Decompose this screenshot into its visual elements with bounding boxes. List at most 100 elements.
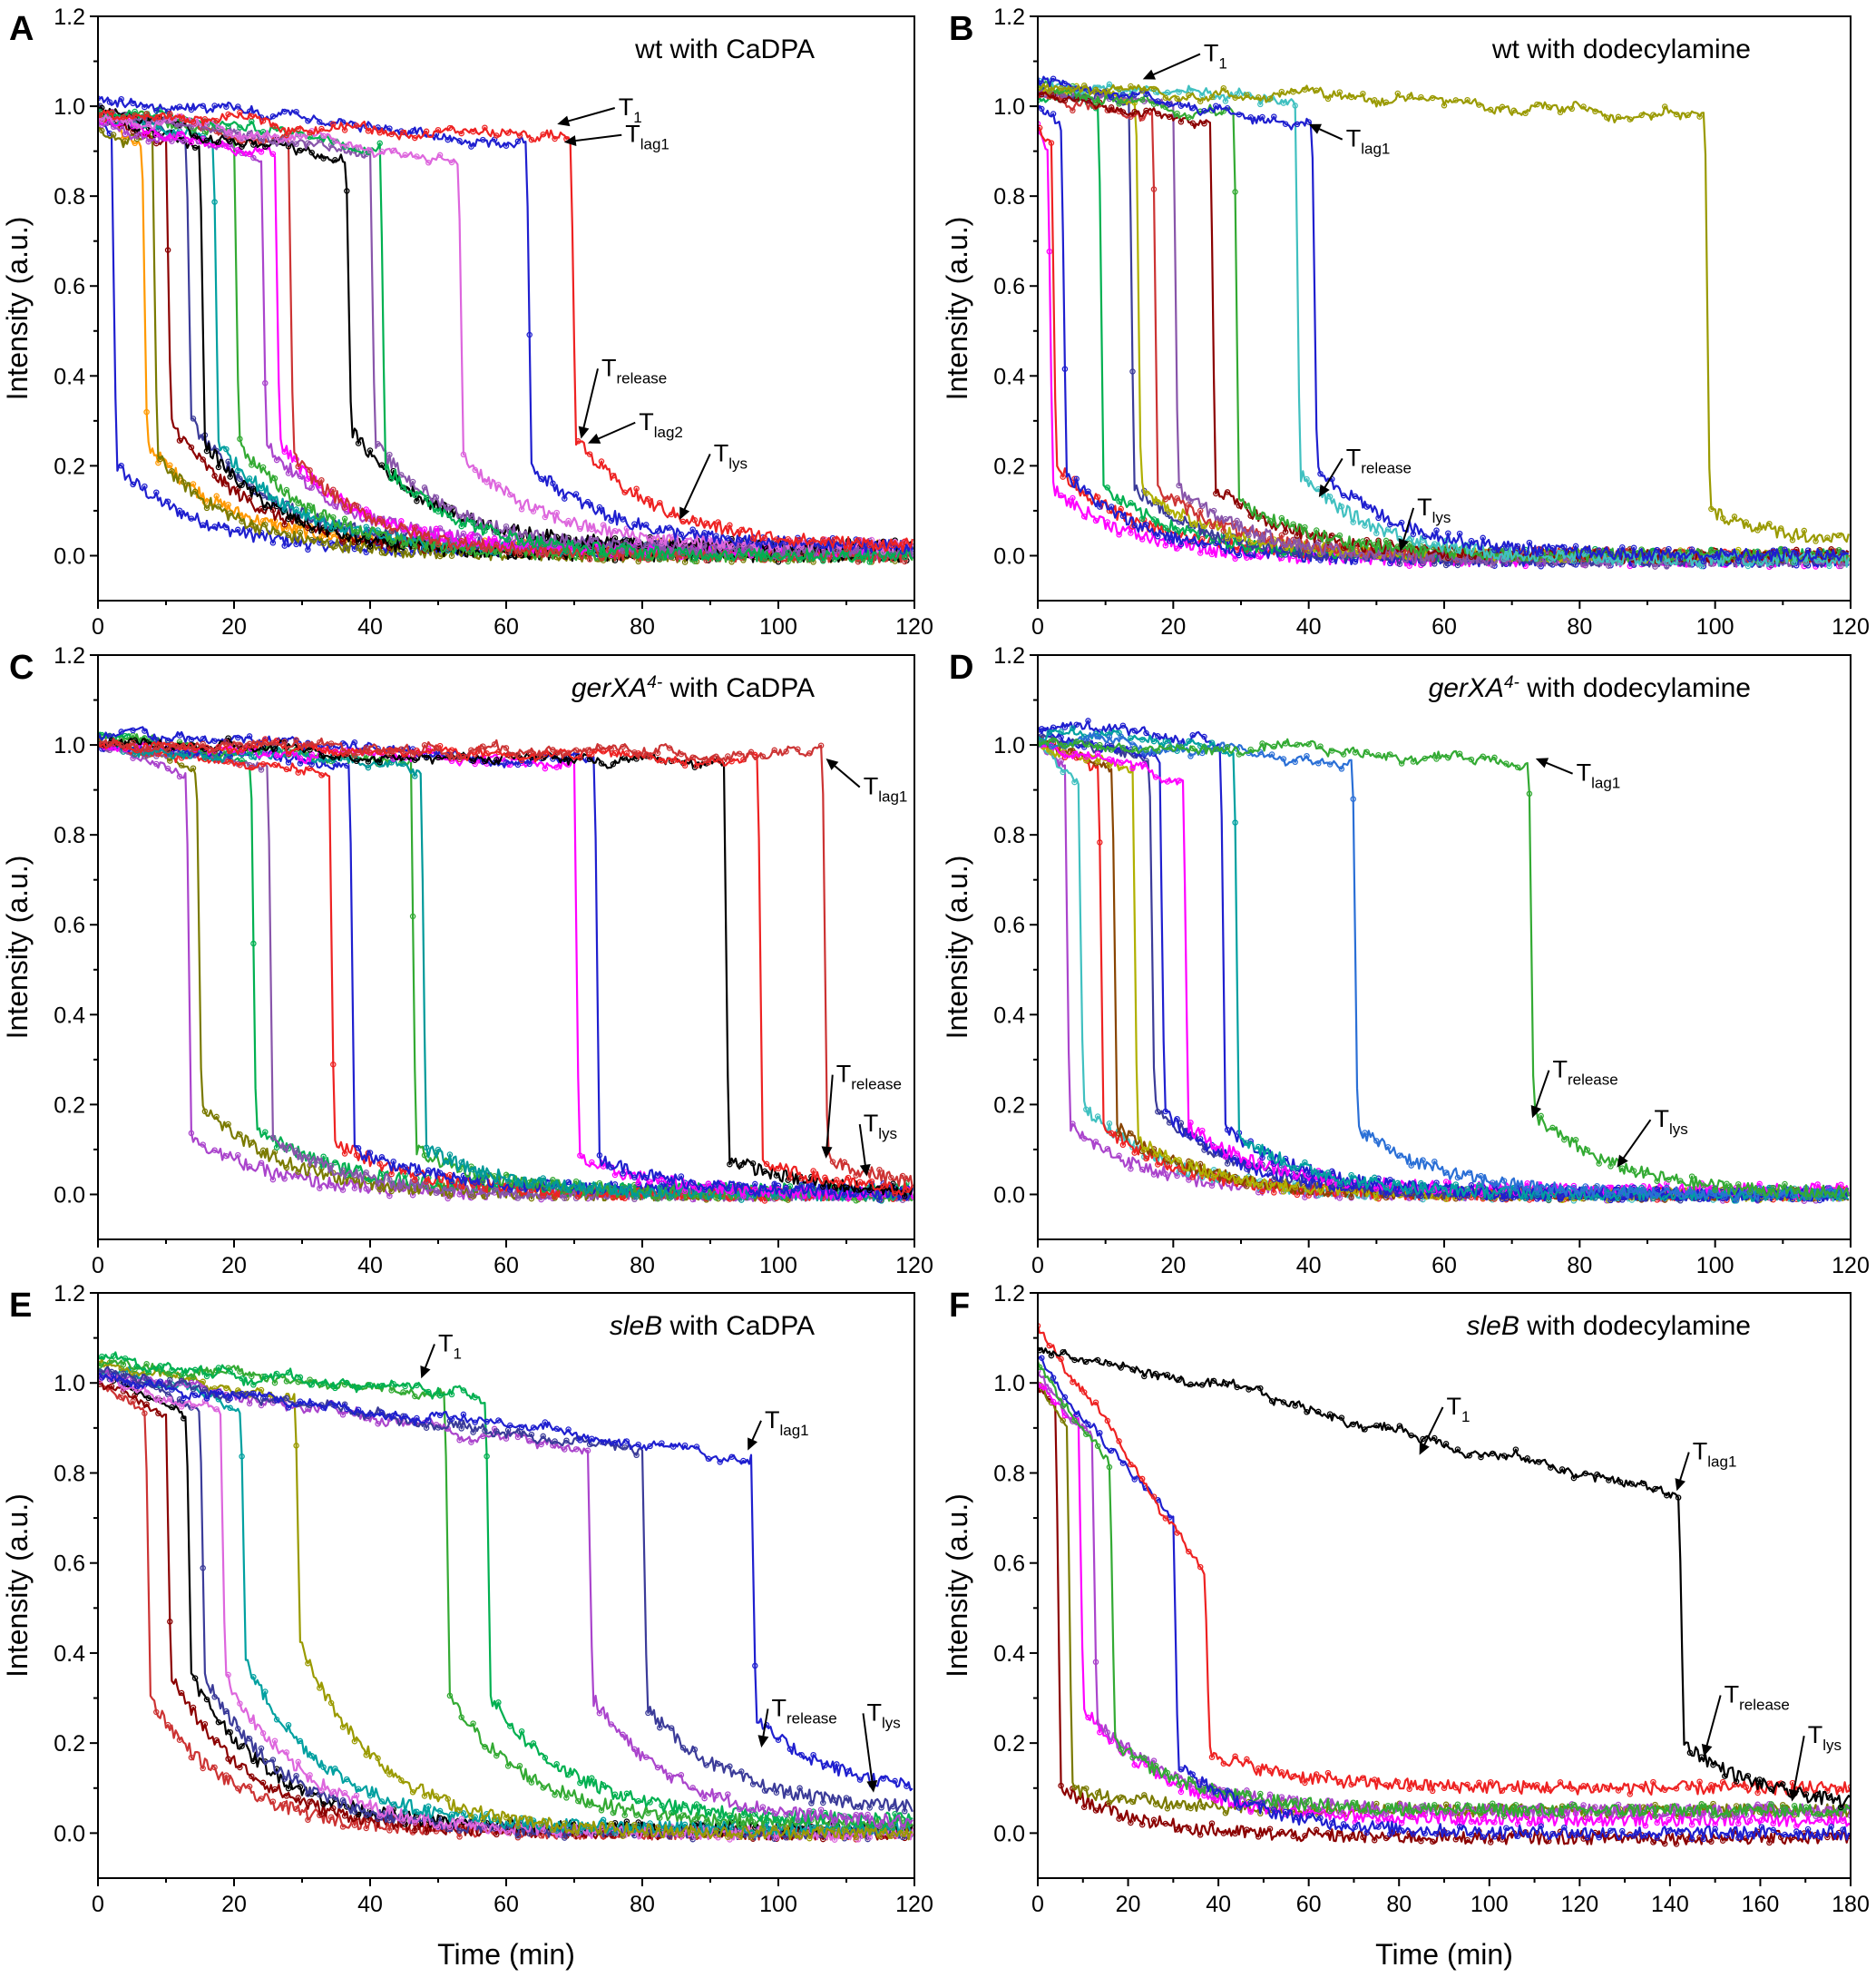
data-point [831, 556, 838, 563]
data-point [235, 1726, 241, 1732]
y-tick-label: 1.2 [993, 643, 1025, 669]
data-point [623, 1438, 630, 1444]
data-point [142, 483, 148, 490]
data-point [259, 1147, 267, 1154]
data-point [1793, 1188, 1800, 1195]
y-axis-label: Intensity (a.u.) [941, 217, 973, 401]
data-point [1247, 539, 1254, 546]
data-point [1155, 1109, 1161, 1115]
data-point [1468, 1182, 1475, 1189]
data-point [200, 522, 206, 528]
data-point [1128, 499, 1134, 506]
data-point [414, 1382, 420, 1389]
y-tick-label: 0.8 [993, 823, 1025, 848]
data-point [339, 1796, 347, 1804]
data-point [1824, 534, 1831, 541]
data-point [1522, 1195, 1529, 1202]
data-point [203, 504, 210, 512]
data-point [1568, 1194, 1576, 1200]
data-point [1478, 1172, 1484, 1179]
data-point [493, 1831, 500, 1838]
data-point [1666, 545, 1672, 553]
data-point [281, 1176, 288, 1182]
data-point [332, 749, 338, 755]
data-point [1630, 1168, 1637, 1174]
series-line [98, 736, 914, 1202]
data-point [518, 1424, 525, 1431]
data-point [645, 495, 651, 503]
data-point [237, 436, 243, 443]
x-tick-label: 80 [1567, 614, 1592, 640]
data-point [1396, 561, 1403, 567]
data-point [1259, 548, 1265, 554]
data-point [482, 527, 488, 534]
data-point [484, 479, 490, 485]
data-point [188, 444, 195, 451]
series-line [98, 106, 914, 554]
data-point [433, 1189, 440, 1197]
data-point [1094, 759, 1101, 765]
data-point [645, 1810, 651, 1816]
data-point [563, 1795, 570, 1801]
data-point [223, 1152, 230, 1160]
data-point [577, 1437, 583, 1444]
data-point [538, 1441, 544, 1448]
y-tick-label: 1.2 [54, 643, 85, 669]
data-point [1039, 726, 1045, 732]
data-point [563, 1437, 570, 1444]
data-point [1422, 755, 1428, 762]
data-point [390, 1412, 396, 1419]
data-point [795, 746, 801, 753]
data-point [470, 541, 476, 547]
data-point [293, 1147, 299, 1154]
data-point [1155, 1161, 1161, 1168]
data-point [1080, 513, 1088, 520]
data-point [876, 1823, 883, 1829]
y-axis-label: Intensity (a.u.) [941, 856, 973, 1040]
data-point [763, 1160, 770, 1168]
data-point [433, 525, 440, 533]
data-point [1352, 1182, 1359, 1189]
data-point [1164, 89, 1171, 96]
data-point [853, 1172, 859, 1179]
data-point [1348, 1171, 1354, 1179]
data-point [1696, 113, 1703, 120]
data-point [157, 1378, 163, 1385]
data-point [250, 940, 257, 947]
data-point [351, 1822, 358, 1828]
data-point [433, 745, 440, 751]
data-point [1712, 553, 1718, 561]
data-point [866, 542, 873, 549]
data-point [1208, 739, 1216, 746]
data-point [589, 526, 595, 533]
data-point [747, 1189, 755, 1196]
data-point [1512, 1185, 1519, 1192]
data-point [308, 761, 315, 768]
panel-letter: B [949, 10, 973, 48]
data-point [1073, 739, 1080, 745]
data-point [435, 1146, 442, 1153]
data-point [1352, 558, 1359, 565]
data-point [258, 739, 265, 747]
data-point [1280, 541, 1287, 548]
data-point [1271, 1176, 1277, 1183]
data-point [1224, 489, 1231, 495]
data-point [169, 467, 175, 475]
data-point [1835, 1194, 1842, 1201]
data-point [678, 750, 685, 758]
data-point [1259, 113, 1265, 121]
data-point [736, 1806, 743, 1813]
data-point [553, 764, 560, 770]
data-point [1131, 522, 1138, 529]
data-point [620, 516, 626, 523]
data-point [668, 553, 675, 560]
data-point [227, 748, 233, 755]
data-point [293, 1772, 299, 1779]
data-point [1155, 98, 1161, 104]
data-point [1619, 543, 1626, 551]
data-point [1294, 1191, 1301, 1199]
data-point [713, 1194, 719, 1201]
data-point [1177, 744, 1185, 750]
data-point [843, 1184, 850, 1190]
data-point [1317, 470, 1324, 477]
